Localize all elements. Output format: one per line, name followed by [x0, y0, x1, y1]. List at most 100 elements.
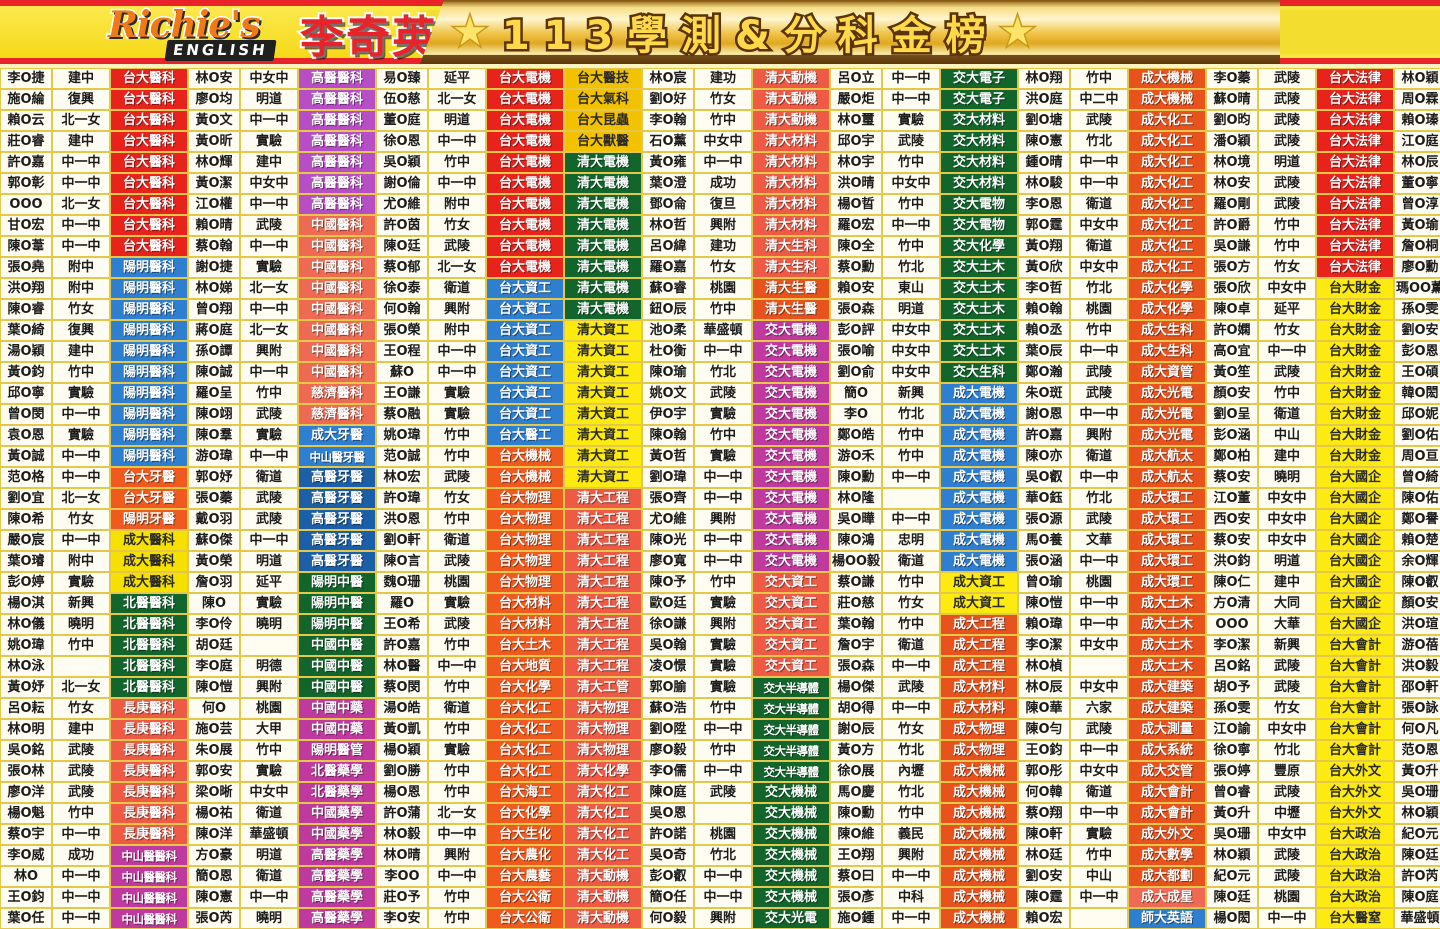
school-cell: 明德: [240, 656, 298, 677]
school-cell: 武陵: [1258, 677, 1316, 698]
dept-cell: 北醫醫科: [110, 635, 188, 656]
student-name-cell: 許O嘉: [1018, 425, 1070, 446]
dept-cell: 台大公衛: [486, 908, 564, 929]
dept-cell: 成大資工: [940, 593, 1018, 614]
school-cell: 中一中: [694, 467, 752, 488]
dept-cell: 清大工程: [564, 635, 642, 656]
table-row: 游O瑋 中一中 中山醫牙醫: [188, 446, 376, 467]
student-name-cell: 楊O閎: [1206, 908, 1258, 929]
table-row: OOO 北一女 台大醫科: [0, 194, 188, 215]
table-row: 成大土木 呂O銘 武陵: [1128, 656, 1316, 677]
student-name-cell: 呂O立: [830, 68, 882, 89]
school-cell: 忠明: [882, 530, 940, 551]
school-cell: 中女中: [240, 68, 298, 89]
dept-cell: 高醫藥學: [298, 845, 376, 866]
school-cell: 大同: [1258, 593, 1316, 614]
student-name-cell: 陳O廷: [1206, 887, 1258, 908]
dept-cell: 成大牙醫: [298, 425, 376, 446]
table-row: 成大化學 陳O卓 延平: [1128, 299, 1316, 320]
table-row: 清大電機 林O哲 興附: [564, 215, 752, 236]
school-cell: 延平: [240, 572, 298, 593]
dept-cell: 中山醫醫科: [110, 908, 188, 929]
dept-cell: 成大化工: [1128, 257, 1206, 278]
student-name-cell: 葉O璿: [0, 551, 52, 572]
dept-cell: 中國醫科: [298, 341, 376, 362]
dept-cell: 交大電機: [752, 530, 830, 551]
student-name-cell: 江O董: [1206, 488, 1258, 509]
dept-cell: 陽明中醫: [298, 614, 376, 635]
student-name-cell: 李O潔: [1018, 635, 1070, 656]
school-cell: 中一中: [1070, 341, 1128, 362]
student-name-cell: 張O欣: [1206, 278, 1258, 299]
dept-cell: 台大醫科: [110, 215, 188, 236]
student-name-cell: 徐O寧: [1206, 740, 1258, 761]
school-cell: 中一中: [694, 488, 752, 509]
table-row: 清大材料 邱O宇 武陵: [752, 131, 940, 152]
table-row: 陳O言 武陵 台大物理: [376, 551, 564, 572]
student-name-cell: 蔡O安: [1206, 467, 1258, 488]
dept-cell: 陽明醫科: [110, 425, 188, 446]
school-cell: 成功: [52, 845, 110, 866]
school-cell: 曉明: [1258, 467, 1316, 488]
table-row: 洪O翔 附中 陽明醫科: [0, 278, 188, 299]
table-row: 胡O廷 中國中醫: [188, 635, 376, 656]
student-name-cell: 李O哲: [1018, 278, 1070, 299]
school-cell: 中山: [1070, 866, 1128, 887]
table-row: 蔡O閔 竹中 台大化學: [376, 677, 564, 698]
student-name-cell: 張O蓁: [188, 488, 240, 509]
school-cell: 武陵: [428, 467, 486, 488]
school-cell: 建中: [1258, 572, 1316, 593]
student-name-cell: 歐O廷: [642, 593, 694, 614]
table-row: 林O娣 北一女 中國醫科: [188, 278, 376, 299]
table-row: 江O權 中一中 高醫醫科: [188, 194, 376, 215]
dept-cell: 台大電機: [486, 215, 564, 236]
school-cell: 曉明: [240, 614, 298, 635]
student-name-cell: 洪O晴: [830, 173, 882, 194]
student-name-cell: 陳O勻: [1018, 719, 1070, 740]
school-cell: 實驗: [694, 404, 752, 425]
table-row: 清大資工 池O柔 華盛頓: [564, 320, 752, 341]
student-name-cell: 周O霖: [1394, 89, 1440, 110]
student-name-cell: 劉O軒: [376, 530, 428, 551]
dept-cell: 台大電機: [486, 257, 564, 278]
table-row: 清大資工 姚O文 武陵: [564, 383, 752, 404]
table-row: 清大資工 陳O翰 竹中: [564, 425, 752, 446]
table-row: 張O林 武陵 長庚醫科: [0, 761, 188, 782]
school-cell: 中一中: [1070, 614, 1128, 635]
table-row: 廖O洋 武陵 長庚醫科: [0, 782, 188, 803]
student-name-cell: 張O堯: [0, 257, 52, 278]
table-row: 羅O 實驗 台大材料: [376, 593, 564, 614]
student-name-cell: 姚O瑋: [376, 425, 428, 446]
school-cell: 衛道: [1070, 446, 1128, 467]
school-cell: 中一中: [882, 467, 940, 488]
dept-cell: 台大獸醫: [564, 131, 642, 152]
student-name-cell: 湯O穎: [0, 341, 52, 362]
table-row: 清大資工 黃O哲 實驗: [564, 446, 752, 467]
student-name-cell: 許O爵: [1206, 215, 1258, 236]
table-row: 清大物理 廖O毅 竹中: [564, 740, 752, 761]
dept-cell: 台大財金: [1316, 299, 1394, 320]
student-name-cell: 張O芮: [188, 908, 240, 929]
student-name-cell: 朱O展: [188, 740, 240, 761]
student-name-cell: 簡O: [830, 383, 882, 404]
table-row: 成大資工 曾O瑜 桃園: [940, 572, 1128, 593]
school-cell: 復旦: [694, 194, 752, 215]
dept-cell: 清大化工: [564, 824, 642, 845]
school-cell: 新興: [1258, 635, 1316, 656]
table-row: 交大半導體 謝O辰 竹女: [752, 719, 940, 740]
table-row: 成大光電 彭O涵 中山: [1128, 425, 1316, 446]
dept-cell: 台大物理: [486, 572, 564, 593]
dept-cell: 成大機械: [940, 845, 1018, 866]
school-cell: 竹中: [882, 572, 940, 593]
table-row: 交大電機 吳O曄 中一中: [752, 509, 940, 530]
student-name-cell: 楊O晢: [830, 194, 882, 215]
results-group: 易O臻 延平 台大電機 伍O慈 北一女 台大電機 董O庭 明道 台大電機 徐O恩 中一中 台大電機 吳O…: [376, 68, 564, 929]
student-name-cell: 紀O元: [1206, 866, 1258, 887]
table-row: 交大半導體 黃O方 竹北: [752, 740, 940, 761]
school-cell: [240, 635, 298, 656]
student-name-cell: 何O韓: [1018, 782, 1070, 803]
student-name-cell: 林O晴: [376, 845, 428, 866]
table-row: 交大生科 鄭O瀚 武陵: [940, 362, 1128, 383]
table-row: 楊O魁 竹中 長庚醫科: [0, 803, 188, 824]
